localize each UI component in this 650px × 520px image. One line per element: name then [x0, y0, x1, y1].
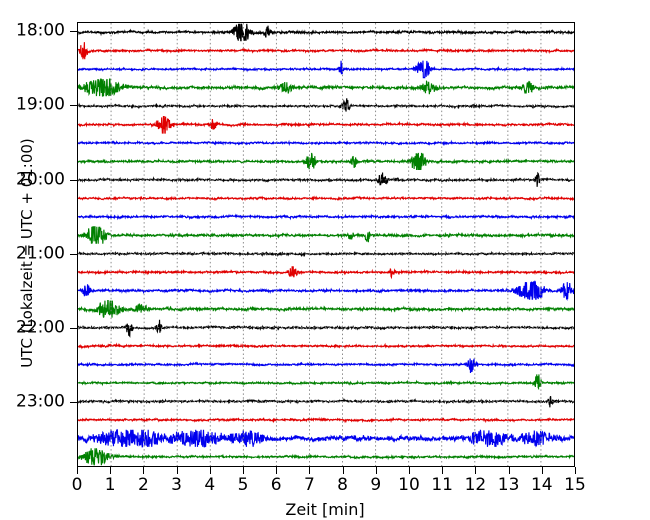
x-tick-mark: [110, 467, 112, 474]
y-tick-mark: [70, 31, 77, 33]
trace-21-45: [78, 300, 574, 318]
x-tick-mark: [409, 467, 410, 474]
y-tick-mark: [70, 402, 77, 404]
trace-21-15: [78, 266, 574, 280]
trace-22-45: [78, 374, 574, 391]
x-tick-label: 6: [270, 475, 282, 495]
x-tick-mark: [342, 467, 344, 474]
x-tick-mark: [475, 467, 477, 474]
x-tick-mark: [209, 467, 211, 474]
y-tick-label: 21:00: [16, 243, 65, 264]
x-tick-mark: [541, 467, 543, 474]
y-tick-label: 18:00: [16, 20, 65, 41]
trace-19-30: [78, 139, 574, 147]
y-tick-label: 22:00: [16, 317, 65, 338]
trace-20-30: [78, 213, 574, 221]
trace-20-45: [78, 226, 574, 244]
x-tick-mark: [442, 467, 444, 474]
trace-23-30: [78, 428, 574, 448]
trace-19-00: [78, 98, 574, 112]
y-tick-mark: [70, 105, 77, 107]
x-tick-label: 0: [71, 475, 83, 495]
y-axis-ticks: 18:00 19:00 20:00 21:00 22:00 23:00: [0, 0, 77, 520]
x-tick-mark: [276, 467, 278, 474]
trace-22-00: [78, 319, 574, 338]
x-tick-label: 1: [104, 475, 116, 495]
trace-18-15: [78, 42, 574, 60]
x-axis-label: Zeit [min]: [285, 500, 365, 519]
x-tick-label: 3: [171, 475, 183, 495]
y-tick-label: 20:00: [16, 169, 65, 190]
trace-20-15: [78, 195, 574, 202]
trace-23-00: [78, 396, 574, 408]
y-tick-mark: [70, 253, 77, 255]
x-tick-mark: [176, 467, 178, 474]
x-tick-label: 7: [303, 475, 315, 495]
trace-18-00: [78, 23, 574, 42]
x-tick-label: 9: [370, 475, 382, 495]
y-tick-mark: [70, 327, 77, 329]
x-tick-mark: [143, 467, 145, 474]
trace-23-15: [78, 416, 574, 424]
trace-21-00: [78, 250, 574, 258]
y-axis-label: UTC (Lokalzeit = UTC + 01:00): [18, 138, 36, 368]
trace-18-30: [78, 60, 574, 79]
x-tick-mark: [575, 467, 576, 474]
x-tick-label: 10: [398, 475, 420, 495]
x-tick-label: 11: [431, 475, 454, 495]
x-tick-label: 14: [530, 475, 553, 495]
x-tick-label: 15: [564, 475, 586, 495]
x-tick-label: 13: [497, 475, 520, 495]
x-tick-label: 5: [237, 475, 249, 495]
trace-22-15: [78, 342, 574, 350]
x-tick-label: 8: [337, 475, 349, 495]
trace-21-30: [78, 280, 574, 301]
plot-area: [77, 22, 575, 467]
x-tick-mark: [375, 467, 377, 474]
x-tick-mark: [508, 467, 510, 474]
x-tick-mark: [309, 467, 311, 474]
trace-22-30: [78, 358, 574, 374]
y-tick-label: 23:00: [16, 391, 65, 412]
x-tick-label: 12: [464, 475, 487, 495]
trace-18-45: [78, 78, 574, 97]
trace-lines: [78, 23, 574, 466]
trace-20-00: [78, 171, 574, 187]
x-tick-label: 4: [204, 475, 216, 495]
trace-19-15: [78, 115, 574, 134]
trace-23-45: [78, 448, 574, 466]
y-tick-mark: [70, 179, 77, 181]
x-tick-mark: [243, 467, 244, 474]
x-tick-label: 2: [137, 475, 149, 495]
y-tick-label: 19:00: [16, 94, 65, 115]
x-tick-mark: [77, 467, 78, 474]
trace-19-45: [78, 152, 574, 170]
